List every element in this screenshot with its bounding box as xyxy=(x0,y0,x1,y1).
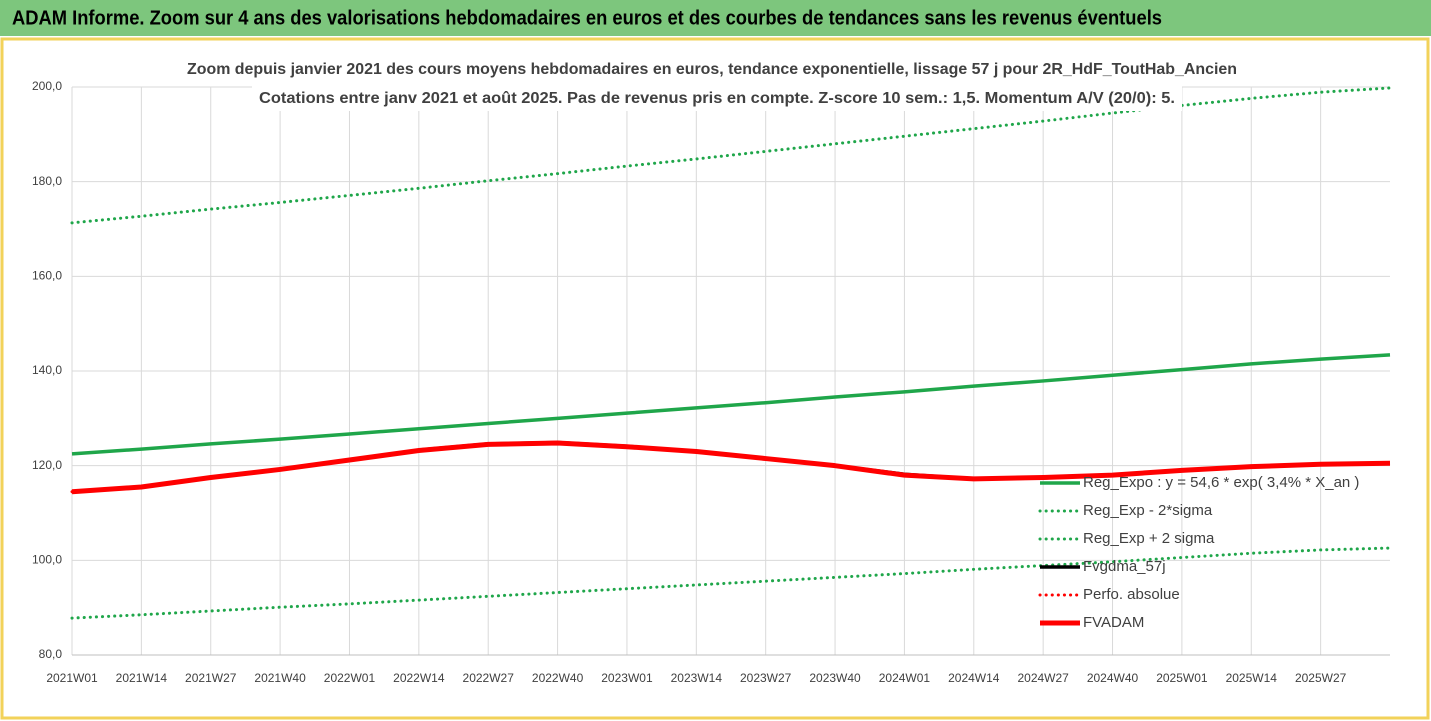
y-tick-label: 140,0 xyxy=(32,363,62,377)
x-tick-label: 2025W14 xyxy=(1226,671,1278,685)
legend-label: FVADAM xyxy=(1083,614,1144,631)
series-line xyxy=(71,353,1391,456)
legend-label: Perfo. absolue xyxy=(1083,586,1180,603)
x-tick-label: 2021W27 xyxy=(185,671,237,685)
y-tick-label: 160,0 xyxy=(32,269,62,283)
plot: 80,0 100,0 120,0 140,0 160,0 180,0 200,0 2021W0… xyxy=(32,79,1392,685)
x-tick-label: 2023W27 xyxy=(740,671,792,685)
legend-label: Fvgdma_57j xyxy=(1083,558,1166,575)
chart-subtitle: Cotations entre janv 2021 et août 2025. … xyxy=(259,90,1175,107)
chart-frame xyxy=(0,37,1430,720)
title-bg xyxy=(182,56,1242,81)
x-tick-label: 2025W27 xyxy=(1295,671,1347,685)
legend-label: Reg_Exp + 2 sigma xyxy=(1083,530,1215,547)
x-tick-label: 2023W40 xyxy=(809,671,861,685)
x-tick-label: 2024W14 xyxy=(948,671,1000,685)
x-tick-label: 2022W27 xyxy=(463,671,515,685)
y-tick-label: 100,0 xyxy=(32,553,62,567)
x-tick-label: 2022W14 xyxy=(393,671,445,685)
y-tick-label: 200,0 xyxy=(32,79,62,93)
y-tick-label: 180,0 xyxy=(32,174,62,188)
x-tick-label: 2021W40 xyxy=(254,671,306,685)
x-tick-label: 2024W01 xyxy=(879,671,931,685)
x-tick-label: 2022W40 xyxy=(532,671,584,685)
x-tick-label: 2021W01 xyxy=(46,671,98,685)
header-title: ADAM Informe. Zoom sur 4 ans des valoris… xyxy=(12,7,1162,29)
chart-title: Zoom depuis janvier 2021 des cours moyen… xyxy=(187,61,1237,78)
header-bar xyxy=(0,0,1431,36)
x-tick-label: 2025W01 xyxy=(1156,671,1208,685)
x-tick-label: 2022W01 xyxy=(324,671,376,685)
x-tick-label: 2021W14 xyxy=(116,671,168,685)
series-line xyxy=(70,546,1392,620)
y-tick-label: 80,0 xyxy=(39,647,63,661)
legend-label: Reg_Exp - 2*sigma xyxy=(1083,502,1213,519)
series-line xyxy=(71,440,1391,495)
y-tick-label: 120,0 xyxy=(32,458,62,472)
x-tick-label: 2023W01 xyxy=(601,671,653,685)
legend-label: Reg_Expo : y = 54,6 * exp( 3,4% * X_an ) xyxy=(1083,474,1359,491)
subtitle-bg xyxy=(252,85,1182,111)
x-tick-label: 2023W14 xyxy=(671,671,723,685)
x-tick-label: 2024W27 xyxy=(1017,671,1069,685)
x-tick-label: 2024W40 xyxy=(1087,671,1139,685)
